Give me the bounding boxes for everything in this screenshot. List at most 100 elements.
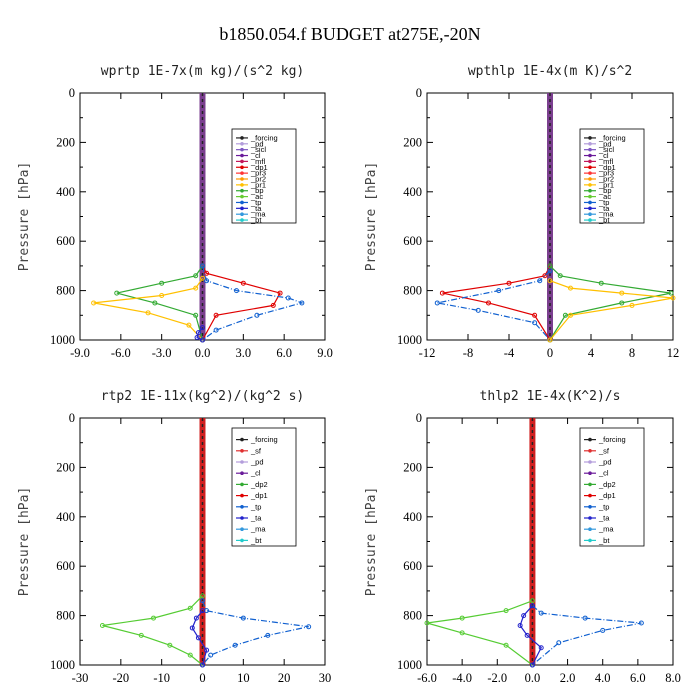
legend-marker bbox=[240, 516, 244, 520]
legend-marker bbox=[240, 527, 244, 531]
legend-entry: _dp1 bbox=[598, 491, 616, 500]
series-marker-dp1 bbox=[424, 620, 430, 626]
series-marker-dp1 bbox=[200, 593, 205, 599]
series-marker-ta bbox=[200, 325, 205, 331]
legend-marker bbox=[240, 437, 244, 442]
y-tick-label: 200 bbox=[403, 135, 422, 149]
series-marker-tp bbox=[496, 288, 502, 294]
x-tick-label: 0 bbox=[199, 671, 205, 685]
series-marker-dp1 bbox=[213, 312, 219, 318]
series-marker-tp bbox=[254, 312, 260, 318]
series-marker-ta bbox=[517, 622, 523, 628]
series-marker-bp bbox=[547, 263, 553, 269]
series-marker-ta bbox=[200, 608, 205, 614]
series-line-pr1 bbox=[93, 277, 203, 341]
legend-entry: _dp1 bbox=[598, 163, 616, 172]
series-marker-tp bbox=[547, 268, 553, 274]
legend-marker bbox=[240, 153, 244, 158]
legend-marker bbox=[240, 212, 244, 216]
series-marker-ta bbox=[529, 603, 535, 609]
chart-panel-1: wprtp 1E-7x(m kg)/(s^2 kg) 0 200 400 600 800 1… bbox=[17, 64, 333, 360]
legend-entry: _mfl bbox=[250, 157, 266, 166]
legend-marker bbox=[240, 177, 244, 181]
legend-marker bbox=[240, 471, 244, 476]
y-tick-label: 0 bbox=[69, 86, 75, 100]
series-marker-dp1 bbox=[503, 642, 509, 648]
series-marker-tp bbox=[556, 640, 562, 646]
y-tick-label: 400 bbox=[403, 510, 422, 524]
x-tick-label: 30 bbox=[319, 671, 332, 685]
y-tick-label: 1000 bbox=[50, 658, 75, 672]
legend-entry: _pd bbox=[250, 139, 264, 148]
legend-marker bbox=[588, 142, 592, 146]
legend-marker bbox=[240, 165, 244, 170]
legend-entry: _sf bbox=[598, 446, 610, 455]
series-marker-dp1 bbox=[277, 290, 283, 296]
x-tick-label: -3.0 bbox=[152, 346, 172, 360]
series-marker-tp bbox=[532, 320, 538, 326]
legend-marker bbox=[240, 460, 244, 464]
legend-marker bbox=[240, 206, 244, 211]
y-tick-label: 1000 bbox=[397, 658, 422, 672]
series-marker-tp bbox=[200, 598, 205, 604]
series-marker-tp bbox=[538, 610, 544, 616]
x-tick-label: -20 bbox=[112, 671, 129, 685]
legend-entry: _sf bbox=[250, 446, 262, 455]
series-marker-dp1 bbox=[151, 615, 156, 621]
legend-entry: _dp1 bbox=[250, 163, 268, 172]
y-axis-label: Pressure [hPa] bbox=[364, 487, 379, 597]
legend-marker bbox=[588, 471, 592, 476]
legend-entry: _pd bbox=[598, 458, 612, 467]
series-marker-dp1 bbox=[529, 598, 535, 604]
legend-entry: _sicl bbox=[250, 145, 266, 154]
y-tick-label: 800 bbox=[403, 609, 422, 623]
legend: _forcing_pd_sicl_cl_mfl_dp1_pr3_pr2_pr1_… bbox=[231, 128, 297, 225]
series-line-bp bbox=[116, 265, 204, 341]
series-marker-pr1 bbox=[547, 337, 553, 343]
legend-entry: _mfl bbox=[598, 157, 614, 166]
legend-entry: _ac bbox=[250, 192, 263, 201]
figure-title: b1850.054.f BUDGET at275E,-20N bbox=[219, 24, 480, 44]
series-line-dp1 bbox=[426, 600, 533, 666]
legend-marker bbox=[588, 194, 592, 199]
legend-entry: _bp bbox=[598, 186, 612, 195]
x-tick-label: 8.0 bbox=[665, 671, 681, 685]
legend-entry: _sicl bbox=[598, 145, 614, 154]
legend-marker bbox=[588, 136, 592, 140]
x-tick-label: 0.0 bbox=[525, 671, 541, 685]
y-tick-label: 0 bbox=[69, 411, 75, 425]
x-tick-label: 6.0 bbox=[630, 671, 646, 685]
series-marker-dp1 bbox=[542, 273, 548, 279]
x-tick-label: 10 bbox=[237, 671, 250, 685]
y-tick-label: 600 bbox=[56, 559, 75, 573]
series-line-dp1 bbox=[201, 265, 281, 341]
legend-marker bbox=[588, 159, 592, 164]
legend-marker bbox=[240, 449, 244, 453]
legend-entry: _pr3 bbox=[250, 169, 266, 178]
x-tick-label: -6.0 bbox=[111, 346, 131, 360]
series-line-pr1 bbox=[549, 280, 674, 341]
series-marker-bp bbox=[193, 312, 199, 318]
series-marker-pr1 bbox=[200, 275, 205, 281]
legend-marker bbox=[240, 194, 244, 199]
series-marker-tp bbox=[208, 652, 214, 658]
x-tick-label: 3.0 bbox=[236, 346, 252, 360]
series-marker-dp1 bbox=[459, 615, 465, 621]
legend-marker bbox=[588, 493, 592, 498]
series-marker-pr1 bbox=[670, 295, 676, 301]
series-marker-pr1 bbox=[91, 300, 97, 306]
series-marker-ta bbox=[195, 635, 201, 641]
y-tick-label: 600 bbox=[403, 559, 422, 573]
series-marker-dp1 bbox=[506, 280, 512, 286]
series-marker-dp1 bbox=[204, 270, 210, 276]
series-marker-ta bbox=[524, 632, 530, 638]
legend-box bbox=[231, 427, 297, 547]
series-marker-dp1 bbox=[187, 605, 193, 611]
legend-entry: _forcing bbox=[598, 435, 626, 444]
x-tick-label: 6.0 bbox=[276, 346, 292, 360]
series-marker-dp1 bbox=[99, 622, 105, 628]
legend-marker bbox=[240, 188, 244, 193]
legend-marker bbox=[588, 206, 592, 211]
legend: _forcing _sf _pd _cl _dp2 _dp1 _tp _ta _ma _bt bbox=[231, 427, 297, 547]
